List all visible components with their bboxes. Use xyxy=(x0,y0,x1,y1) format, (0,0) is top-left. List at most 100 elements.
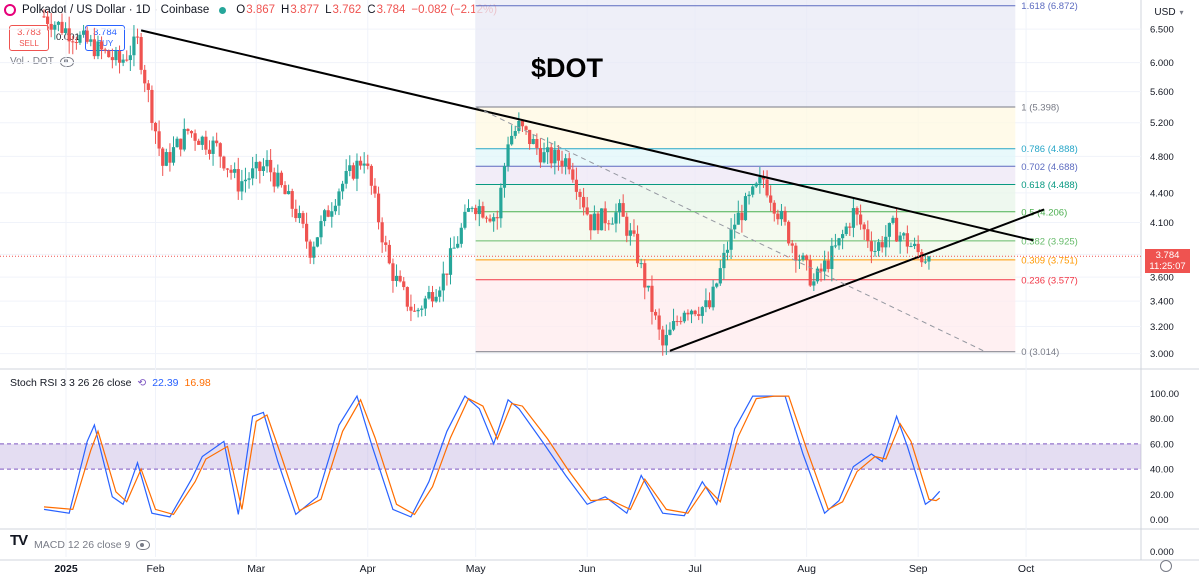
rsi-y-tick-label: 0.00 xyxy=(1150,515,1169,526)
dot-annotation: $DOT xyxy=(531,53,604,83)
chevron-down-icon: ▾ xyxy=(1179,7,1184,17)
candle-body xyxy=(894,217,899,242)
fib-level-label: 0 (3.014) xyxy=(1021,347,1059,358)
candle-body xyxy=(430,292,435,302)
candle-body xyxy=(380,222,384,243)
candle-body xyxy=(585,207,589,215)
candle-body xyxy=(384,242,388,245)
candle-body xyxy=(81,30,86,35)
candle-body xyxy=(128,55,132,61)
candle-body xyxy=(258,161,262,172)
candle-body xyxy=(880,242,884,248)
settings-gear-icon[interactable] xyxy=(1160,560,1172,572)
candle-body xyxy=(161,148,165,166)
candle-body xyxy=(830,245,834,269)
trendline-upper[interactable] xyxy=(140,29,1034,242)
candle-body xyxy=(348,165,352,172)
candle-body xyxy=(582,196,586,208)
candle-body xyxy=(783,210,787,222)
candle-body xyxy=(366,163,370,166)
fib-zone xyxy=(475,5,1016,108)
currency-label: USD xyxy=(1154,6,1176,18)
fib-level-label: 0.309 (3.751) xyxy=(1021,255,1078,266)
candle-body xyxy=(179,138,183,150)
candle-body xyxy=(776,213,780,220)
candle-body xyxy=(344,171,348,184)
fib-level-label: 1 (5.398) xyxy=(1021,103,1059,114)
close-value: 3.784 xyxy=(376,4,406,16)
candle-body xyxy=(49,23,53,30)
candle-body xyxy=(898,235,902,242)
symbol-title[interactable]: Polkadot / US Dollar · 1D · Coinbase xyxy=(22,4,210,16)
candle-body xyxy=(96,41,100,57)
trendline-dashed[interactable] xyxy=(475,106,987,353)
y-tick-label: 5.200 xyxy=(1150,118,1174,129)
candle-body xyxy=(668,329,672,335)
candle-body xyxy=(247,178,251,180)
candle-body xyxy=(823,260,827,272)
candle-body xyxy=(233,169,237,173)
candle-body xyxy=(862,224,866,230)
y-tick-label: 4.100 xyxy=(1150,218,1174,229)
candle-body xyxy=(423,298,427,309)
rsi-y-tick-label: 80.00 xyxy=(1150,414,1174,425)
macd-label: MACD 12 26 close 9 xyxy=(34,539,131,551)
candle-body xyxy=(416,309,420,312)
candle-body xyxy=(369,165,373,186)
candle-body xyxy=(78,34,82,43)
y-tick-label: 6.500 xyxy=(1150,25,1174,36)
candle-body xyxy=(132,36,136,56)
x-tick-label: Jun xyxy=(579,563,596,575)
candle-body xyxy=(542,152,546,163)
candle-body xyxy=(564,158,568,167)
y-tick-label: 3.400 xyxy=(1150,297,1174,308)
candle-body xyxy=(733,224,737,230)
candle-body xyxy=(107,50,111,58)
candle-body xyxy=(402,281,406,288)
macd-legend[interactable]: MACD 12 26 close 9 xyxy=(34,539,151,551)
candle-body xyxy=(711,286,715,308)
candle-body xyxy=(305,223,309,242)
x-tick-label: Sep xyxy=(909,563,928,575)
candle-body xyxy=(175,138,179,148)
x-tick-label: Feb xyxy=(146,563,164,575)
candle-body xyxy=(671,321,676,330)
candle-body xyxy=(103,49,107,51)
open-label: O xyxy=(236,4,246,16)
currency-selector[interactable]: USD ▾ xyxy=(1143,4,1195,20)
candle-body xyxy=(869,241,873,252)
refresh-icon[interactable]: ⟲ xyxy=(137,377,147,389)
fib-level-label: 0.618 (4.488) xyxy=(1021,180,1078,191)
candle-body xyxy=(470,207,474,209)
candle-body xyxy=(794,245,798,261)
stoch-rsi-legend[interactable]: Stoch RSI 3 3 26 26 close ⟲ 22.39 16.98 xyxy=(10,377,211,389)
candle-body xyxy=(610,223,614,225)
candle-body xyxy=(409,306,413,311)
candle-body xyxy=(488,218,492,222)
candle-body xyxy=(520,120,525,127)
fib-zone xyxy=(475,240,1016,260)
candle-body xyxy=(337,191,341,206)
high-value: 3.877 xyxy=(290,4,320,16)
candle-body xyxy=(923,261,927,263)
fib-level-label: 0.5 (4.206) xyxy=(1021,207,1067,218)
fib-zone xyxy=(475,259,1016,280)
candle-body xyxy=(653,311,658,316)
candle-body xyxy=(438,290,442,297)
candle-body xyxy=(222,156,226,169)
candle-body xyxy=(463,211,467,228)
candle-body xyxy=(110,57,114,61)
x-tick-label: May xyxy=(466,563,487,575)
trendline-lower[interactable] xyxy=(669,208,1045,352)
fib-zone xyxy=(475,166,1016,185)
candle-body xyxy=(916,243,920,253)
candle-body xyxy=(693,310,697,315)
candle-body xyxy=(373,185,377,194)
candle-body xyxy=(157,131,161,149)
candle-body xyxy=(873,250,877,252)
eye-icon[interactable] xyxy=(136,540,151,550)
candle-body xyxy=(643,263,647,288)
open-value: 3.867 xyxy=(246,4,276,16)
candle-body xyxy=(351,165,355,179)
